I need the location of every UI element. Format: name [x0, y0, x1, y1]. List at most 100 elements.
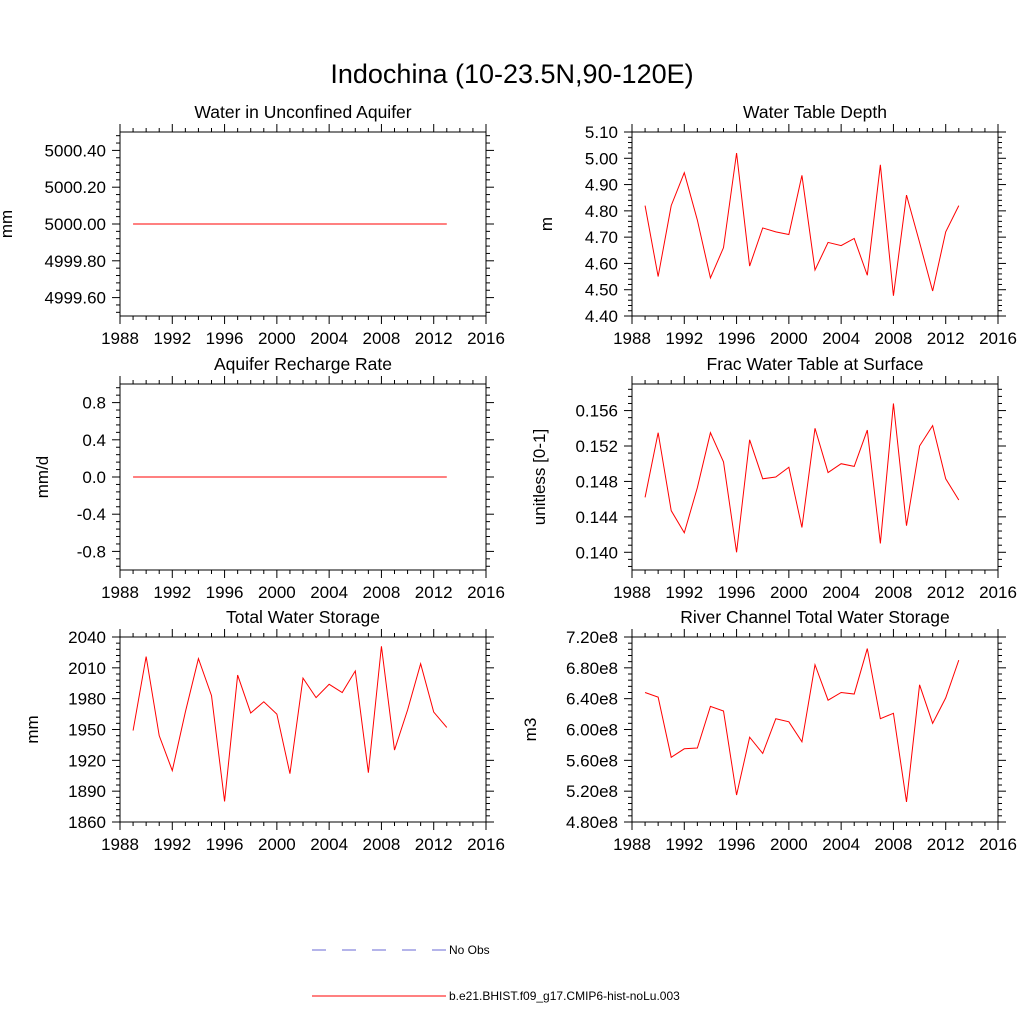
- x-tick-label: 1988: [613, 583, 651, 602]
- x-tick-label: 2016: [979, 835, 1017, 854]
- x-tick-label: 2012: [927, 583, 965, 602]
- x-tick-label: 2008: [363, 583, 401, 602]
- x-tick-label: 2016: [467, 329, 505, 348]
- y-tick-label: 5000.40: [45, 141, 106, 160]
- y-tick-label: 6.80e8: [566, 659, 618, 678]
- y-tick-label: 4.80e8: [566, 813, 618, 832]
- x-tick-label: 2012: [415, 583, 453, 602]
- x-tick-label: 2016: [467, 583, 505, 602]
- y-tick-label: 0.148: [575, 472, 618, 491]
- panel-3: Aquifer Recharge Rate 1988 1992 1996 2000 200…: [33, 354, 505, 602]
- x-tick-label: 2000: [770, 835, 808, 854]
- y-tick-label: 4.70: [585, 228, 618, 247]
- panel-4: Frac Water Table at Surface 1988 1992 1996 2…: [530, 354, 1017, 602]
- y-tick-label: 0.4: [82, 431, 106, 450]
- y-tick-label: 4999.60: [45, 289, 106, 308]
- y-tick-label: 0.144: [575, 508, 618, 527]
- x-tick-label: 2004: [822, 329, 860, 348]
- x-tick-label: 2012: [927, 329, 965, 348]
- x-tick-label: 1988: [613, 329, 651, 348]
- y-tick-label: 1920: [68, 751, 106, 770]
- x-tick-label: 2012: [415, 329, 453, 348]
- legend: No Obs b.e21.BHIST.f09_g17.CMIP6-hist-no…: [312, 943, 680, 1003]
- y-tick-label: 1980: [68, 690, 106, 709]
- x-tick-label: 1988: [101, 835, 139, 854]
- y-tick-label: 5.60e8: [566, 751, 618, 770]
- x-tick-label: 2000: [258, 329, 296, 348]
- y-tick-label: 0.140: [575, 543, 618, 562]
- x-tick-label: 1996: [206, 835, 244, 854]
- x-tick-label: 2008: [875, 835, 913, 854]
- x-tick-label: 2004: [310, 835, 348, 854]
- plot-frame: [631, 383, 999, 571]
- legend-label-model: b.e21.BHIST.f09_g17.CMIP6-hist-noLu.003: [449, 989, 680, 1003]
- x-tick-label: 2016: [467, 835, 505, 854]
- x-tick-label: 1996: [718, 835, 756, 854]
- y-axis-label: unitless [0-1]: [530, 429, 549, 525]
- y-tick-label: 6.40e8: [566, 690, 618, 709]
- y-axis-label: mm/d: [33, 456, 52, 499]
- x-tick-label: 2012: [927, 835, 965, 854]
- panel-title: Water in Unconfined Aquifer: [194, 102, 411, 122]
- x-tick-label: 1996: [206, 583, 244, 602]
- y-tick-label: 5000.20: [45, 178, 106, 197]
- y-tick-label: 0.152: [575, 437, 618, 456]
- series-line-1: [644, 648, 960, 803]
- y-tick-label: 5.10: [585, 123, 618, 142]
- series-line-1: [644, 152, 960, 296]
- x-tick-label: 1992: [665, 835, 703, 854]
- x-tick-label: 1992: [153, 583, 191, 602]
- x-tick-label: 2004: [822, 835, 860, 854]
- x-tick-label: 2000: [770, 583, 808, 602]
- y-tick-label: 2010: [68, 659, 106, 678]
- x-tick-label: 2004: [310, 583, 348, 602]
- x-tick-label: 2004: [310, 329, 348, 348]
- y-axis-label: mm: [0, 210, 16, 238]
- panel-6: River Channel Total Water Storage 1988 199…: [521, 607, 1017, 854]
- panel-title: Total Water Storage: [226, 607, 380, 627]
- y-tick-label: 2040: [68, 628, 106, 647]
- y-tick-label: 4.40: [585, 307, 618, 326]
- y-axis-label: m3: [521, 718, 540, 742]
- y-tick-label: 7.20e8: [566, 628, 618, 647]
- y-axis-label: m: [537, 217, 556, 231]
- x-tick-label: 2000: [258, 835, 296, 854]
- panel-1: Water in Unconfined Aquifer 1988 1992 1996 2…: [0, 102, 505, 348]
- x-tick-label: 1988: [101, 583, 139, 602]
- series-line-1: [644, 403, 960, 553]
- plot-frame: [631, 131, 999, 317]
- x-tick-label: 1988: [101, 329, 139, 348]
- x-tick-label: 1992: [153, 329, 191, 348]
- main-title: Indochina (10-23.5N,90-120E): [330, 59, 693, 89]
- x-tick-label: 2012: [415, 835, 453, 854]
- y-tick-label: 5.20e8: [566, 782, 618, 801]
- y-tick-label: 4.60: [585, 254, 618, 273]
- panels: Water in Unconfined Aquifer 1988 1992 1996 2…: [0, 102, 1017, 854]
- series-line-1: [132, 646, 448, 802]
- y-tick-label: 4.90: [585, 176, 618, 195]
- x-tick-label: 1992: [665, 329, 703, 348]
- x-tick-label: 1992: [153, 835, 191, 854]
- y-tick-label: 4999.80: [45, 252, 106, 271]
- x-tick-label: 1992: [665, 583, 703, 602]
- x-tick-label: 1996: [206, 329, 244, 348]
- y-tick-label: 0.156: [575, 402, 618, 421]
- x-tick-label: 1996: [718, 583, 756, 602]
- x-tick-label: 2016: [979, 583, 1017, 602]
- x-tick-label: 2008: [875, 583, 913, 602]
- y-tick-label: -0.4: [77, 505, 106, 524]
- y-tick-label: 6.00e8: [566, 721, 618, 740]
- y-tick-label: 5000.00: [45, 215, 106, 234]
- x-tick-label: 2004: [822, 583, 860, 602]
- x-tick-label: 1996: [718, 329, 756, 348]
- y-tick-label: 1860: [68, 813, 106, 832]
- y-tick-label: 0.0: [82, 468, 106, 487]
- x-tick-label: 1988: [613, 835, 651, 854]
- x-tick-label: 2008: [363, 329, 401, 348]
- panel-5: Total Water Storage 1988 1992 1996 2000 2004 2…: [23, 607, 505, 854]
- y-tick-label: 1890: [68, 782, 106, 801]
- y-tick-label: 4.50: [585, 281, 618, 300]
- legend-label-obs: No Obs: [449, 943, 490, 957]
- panel-title: Water Table Depth: [743, 102, 887, 122]
